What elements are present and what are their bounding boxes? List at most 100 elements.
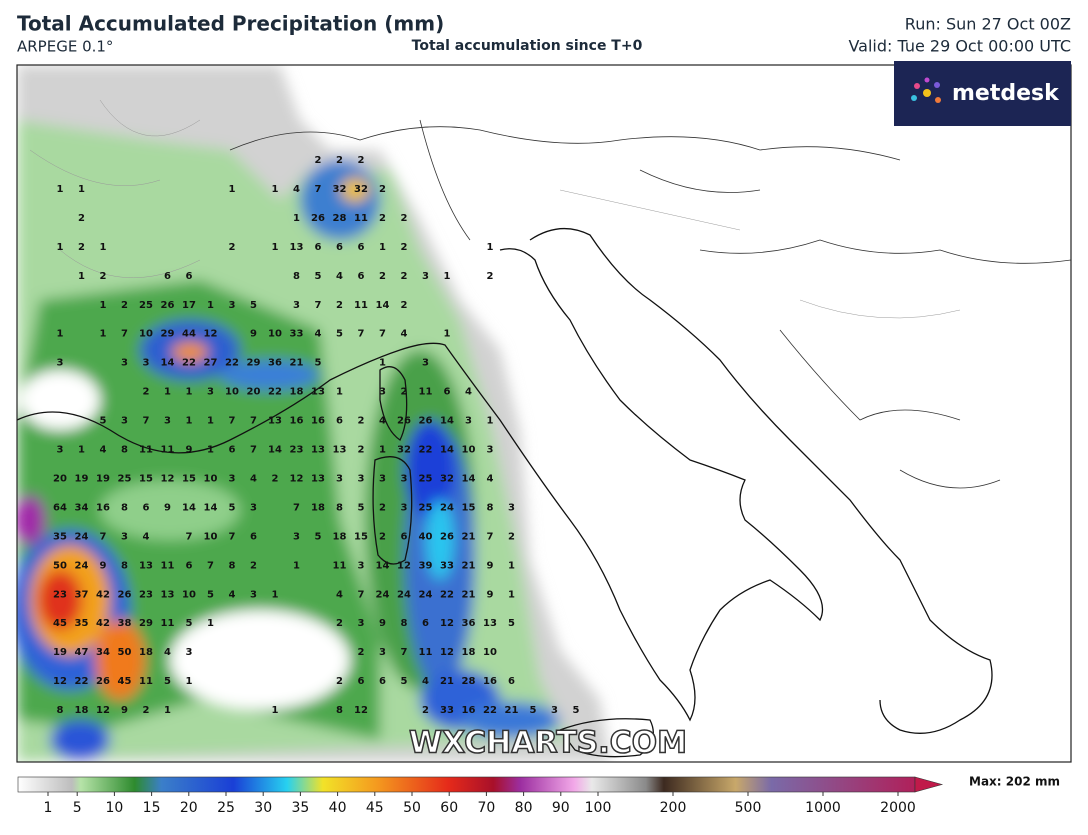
- precip-value: 4: [487, 473, 494, 484]
- precip-value: 7: [358, 329, 365, 340]
- precip-value: 3: [358, 618, 365, 629]
- precip-value: 1: [207, 300, 214, 311]
- precip-shading: [17, 65, 610, 762]
- precip-value: 6: [422, 618, 429, 629]
- precip-values: 2 2 21 1 1 1 4 7 32 32 22 1 26 28 11 2 21 2 1 2 1 13 6 6 6 1 2 11 2 6…: [53, 155, 579, 716]
- colorbar-label: 60: [440, 800, 458, 816]
- precip-value: 14: [268, 445, 282, 456]
- precip-value: 18: [290, 387, 304, 398]
- precip-value: 6: [358, 242, 365, 253]
- colorbar-label: 45: [366, 800, 384, 816]
- colorbar-label: 1: [44, 800, 53, 816]
- precip-value: 9: [250, 329, 257, 340]
- precip-value: 16: [96, 502, 110, 513]
- max-label: Max: 202 mm: [969, 775, 1060, 789]
- precip-value: 2: [250, 560, 257, 571]
- precip-value: 40: [419, 531, 433, 542]
- precip-value: 28: [333, 213, 347, 224]
- precip-value: 14: [462, 473, 476, 484]
- precip-value: 4: [143, 531, 150, 542]
- precip-value: 1: [487, 416, 494, 427]
- precip-value: 4: [164, 647, 171, 658]
- colorbar-label: 5: [73, 800, 82, 816]
- colorbar-label: 90: [552, 800, 570, 816]
- precip-value: 26: [311, 213, 325, 224]
- precip-value: 16: [311, 416, 325, 427]
- precip-value: 27: [204, 358, 218, 369]
- precip-value: 2: [143, 387, 150, 398]
- precip-value: 22: [75, 676, 89, 687]
- precip-value: 5: [508, 618, 515, 629]
- precip-value: 10: [139, 329, 153, 340]
- precip-value: 2: [100, 271, 107, 282]
- precip-value: 4: [336, 271, 343, 282]
- precip-value: 2: [358, 445, 365, 456]
- colorbar-label: 50: [403, 800, 421, 816]
- precip-value: 9: [164, 502, 171, 513]
- precip-value: 9: [121, 705, 128, 716]
- precip-value: 5: [315, 271, 322, 282]
- precip-value: 8: [121, 445, 128, 456]
- precip-value: 11: [354, 300, 368, 311]
- precip-value: 2: [358, 416, 365, 427]
- precip-value: 6: [508, 676, 515, 687]
- logo-icon: [911, 77, 941, 103]
- precip-value: 38: [118, 618, 132, 629]
- precip-value: 5: [207, 589, 214, 600]
- precip-value: 12: [440, 618, 454, 629]
- precip-value: 18: [75, 705, 89, 716]
- precip-value: 5: [250, 300, 257, 311]
- precip-value: 7: [315, 184, 322, 195]
- precip-value: 1: [57, 184, 64, 195]
- precip-value: 6: [164, 271, 171, 282]
- precip-value: 3: [465, 416, 472, 427]
- precip-value: 13: [311, 387, 325, 398]
- precip-value: 6: [250, 531, 257, 542]
- precip-value: 3: [293, 531, 300, 542]
- precip-value: 3: [143, 358, 150, 369]
- precip-value: 9: [100, 560, 107, 571]
- colorbar-label: 1000: [805, 800, 841, 816]
- precip-value: 26: [118, 589, 132, 600]
- precip-value: 13: [483, 618, 497, 629]
- precip-value: 33: [440, 560, 454, 571]
- precip-value: 45: [53, 618, 67, 629]
- precip-value: 1: [100, 242, 107, 253]
- precip-value: 2: [379, 184, 386, 195]
- coastline: [529, 227, 993, 734]
- precip-value: 34: [75, 502, 89, 513]
- precip-value: 9: [487, 589, 494, 600]
- precip-value: 6: [336, 242, 343, 253]
- precip-value: 25: [118, 473, 132, 484]
- precip-value: 47: [75, 647, 89, 658]
- precip-value: 2: [358, 155, 365, 166]
- precip-value: 2: [272, 473, 279, 484]
- precip-value: 24: [75, 560, 89, 571]
- precip-value: 14: [440, 416, 454, 427]
- colorbar-label: 80: [515, 800, 533, 816]
- precip-value: 18: [139, 647, 153, 658]
- precip-value: 1: [207, 445, 214, 456]
- precip-value: 11: [161, 445, 175, 456]
- precip-value: 3: [250, 589, 257, 600]
- precip-value: 1: [78, 184, 85, 195]
- precip-value: 7: [100, 531, 107, 542]
- precip-value: 35: [53, 531, 67, 542]
- precip-value: 8: [229, 560, 236, 571]
- precip-value: 13: [161, 589, 175, 600]
- precip-value: 1: [379, 242, 386, 253]
- precip-value: 32: [440, 473, 454, 484]
- precip-value: 1: [444, 271, 451, 282]
- precip-value: 8: [121, 560, 128, 571]
- precip-value: 21: [462, 531, 476, 542]
- precip-value: 42: [96, 618, 110, 629]
- precip-value: 10: [182, 589, 196, 600]
- logo-text: metdesk: [952, 81, 1060, 106]
- precip-value: 3: [186, 647, 193, 658]
- precip-value: 1: [229, 184, 236, 195]
- colorbar-label: 100: [585, 800, 612, 816]
- run-time: Run: Sun 27 Oct 00Z: [905, 15, 1071, 34]
- watermark: WXCHARTS.COM: [409, 726, 687, 761]
- precip-value: 2: [336, 618, 343, 629]
